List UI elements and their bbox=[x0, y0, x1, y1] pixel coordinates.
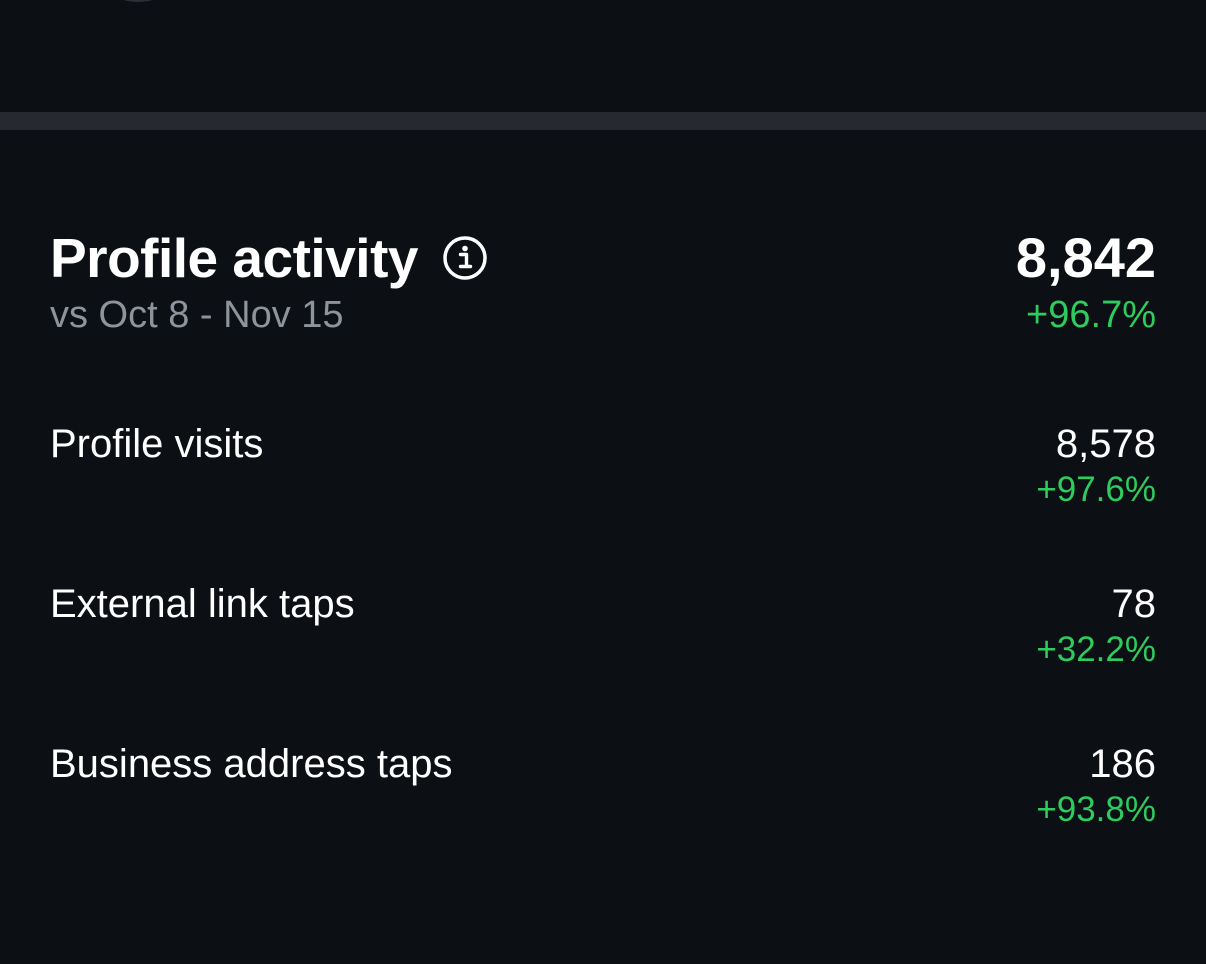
comparison-period: vs Oct 8 - Nov 15 bbox=[50, 294, 344, 336]
title-group: Profile activity bbox=[50, 224, 488, 292]
total-change: +96.7% bbox=[1026, 294, 1156, 336]
metric-row-external-link-taps: External link taps 78 +32.2% bbox=[50, 580, 1156, 680]
metric-value: 186 bbox=[1089, 742, 1156, 786]
metric-row-profile-visits: Profile visits 8,578 +97.6% bbox=[50, 420, 1156, 520]
section-title: Profile activity bbox=[50, 227, 418, 289]
profile-activity-header: Profile activity vs Oct 8 - Nov 15 8,842… bbox=[50, 224, 1156, 344]
metric-label: External link taps bbox=[50, 582, 355, 626]
total-value: 8,842 bbox=[1015, 226, 1156, 289]
info-icon[interactable] bbox=[442, 235, 488, 281]
metric-label: Business address taps bbox=[50, 742, 453, 786]
metric-label: Profile visits bbox=[50, 422, 264, 466]
metric-value: 78 bbox=[1111, 582, 1157, 626]
metric-row-business-address-taps: Business address taps 186 +93.8% bbox=[50, 740, 1156, 840]
profile-activity-section: Profile activity vs Oct 8 - Nov 15 8,842… bbox=[50, 224, 1156, 829]
metric-change: +93.8% bbox=[1036, 790, 1156, 829]
avatar-edge bbox=[98, 0, 178, 2]
metric-change: +32.2% bbox=[1036, 630, 1156, 669]
metric-change: +97.6% bbox=[1036, 470, 1156, 509]
section-divider bbox=[0, 112, 1206, 130]
metric-value: 8,578 bbox=[1055, 422, 1156, 466]
